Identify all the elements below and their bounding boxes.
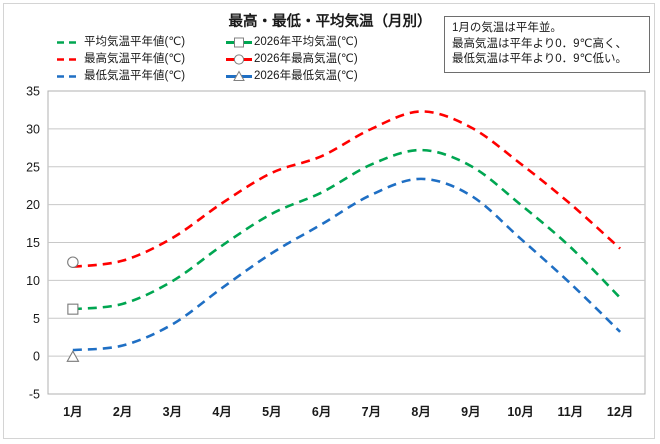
x-axis-tick-label: 3月 <box>163 405 182 419</box>
chart-frame: 最高・最低・平均気温（月別） 平均気温平年値(℃) 2026年平均気温(℃) 最高気… <box>3 3 655 439</box>
legend-swatch-icon <box>56 70 82 83</box>
data-marker-circle[interactable] <box>67 256 79 268</box>
legend-item[interactable]: 最低気温平年値(℃) <box>56 70 226 83</box>
legend-item-label: 平均気温平年値(℃) <box>84 35 186 48</box>
x-axis-tick-label: 6月 <box>312 405 331 419</box>
x-axis-tick-label: 1月 <box>63 405 82 419</box>
page-title: 最高・最低・平均気温（月別） <box>228 14 432 30</box>
y-axis-tick-label: 25 <box>26 160 40 174</box>
legend-swatch-icon <box>226 36 252 49</box>
annotation-line: 最高気温は平年より0．9℃高く、 <box>452 37 627 50</box>
legend-item-label: 2026年最高気温(℃) <box>254 52 358 65</box>
x-axis-tick-label: 2月 <box>113 405 132 419</box>
data-marker-square[interactable] <box>67 303 79 315</box>
x-axis-tick-label: 8月 <box>411 405 430 419</box>
x-axis-tick-label: 11月 <box>558 405 584 419</box>
y-axis-tick-label: -5 <box>29 388 40 402</box>
series-line-dashed <box>72 110 621 269</box>
legend-item-label: 2026年最低気温(℃) <box>254 69 358 82</box>
legend-item[interactable]: 最高気温平年値(℃) <box>56 53 226 66</box>
legend-item-label: 最低気温平年値(℃) <box>84 69 186 82</box>
chart-svg: -5 0 5 10 15 20 25 30 35 1月 2月 3月 4月 5月 6月 7月 8月 9月 10月 11月… <box>26 85 646 419</box>
legend-item[interactable]: 2026年最低気温(℃) <box>226 70 426 83</box>
y-axis-tick-label: 5 <box>33 312 40 326</box>
legend-swatch-icon <box>56 36 82 49</box>
x-axis-tick-label: 12月 <box>607 405 633 419</box>
chart-legend: 平均気温平年値(℃) 2026年平均気温(℃) 最高気温平年値(℃) 2026年最高気… <box>56 34 446 85</box>
legend-item-label: 最高気温平年値(℃) <box>84 52 186 65</box>
x-axis-tick-label: 10月 <box>507 405 533 419</box>
legend-item[interactable]: 2026年最高気温(℃) <box>226 53 426 66</box>
annotation-line: 最低気温は平年より0．9℃低い。 <box>452 53 627 65</box>
x-axis-tick-label: 7月 <box>362 405 381 419</box>
legend-swatch-icon <box>226 53 252 66</box>
legend-item[interactable]: 平均気温平年値(℃) <box>56 36 226 49</box>
annotation-box: 1月の気温は平年並。最高気温は平年より0．9℃高く、 最低気温は平年より0．9℃低… <box>444 16 650 73</box>
x-axis-tick-label: 9月 <box>461 405 480 419</box>
y-axis-tick-label: 35 <box>26 85 40 99</box>
y-axis-tick-label: 20 <box>26 198 40 212</box>
y-axis-tick-label: 0 <box>33 350 40 364</box>
y-axis-tick-label: 30 <box>26 122 40 136</box>
y-axis-tick-label: 10 <box>26 274 40 288</box>
legend-swatch-icon <box>56 53 82 66</box>
y-axis-tick-label: 15 <box>26 236 40 250</box>
series-line-dashed <box>72 148 622 311</box>
x-axis-tick-label: 4月 <box>212 405 231 419</box>
plot-area: -5 0 5 10 15 20 25 30 35 1月 2月 3月 4月 5月 6月 7月 8月 9月 10月 11月… <box>4 4 656 440</box>
legend-item[interactable]: 2026年平均気温(℃) <box>226 36 426 49</box>
legend-swatch-icon <box>226 70 252 83</box>
x-axis-tick-label: 5月 <box>262 405 281 419</box>
data-marker-triangle[interactable] <box>66 350 80 362</box>
legend-item-label: 2026年平均気温(℃) <box>254 35 358 48</box>
series-line-dashed <box>72 177 622 352</box>
annotation-line: 1月の気温は平年並。 <box>452 22 562 34</box>
